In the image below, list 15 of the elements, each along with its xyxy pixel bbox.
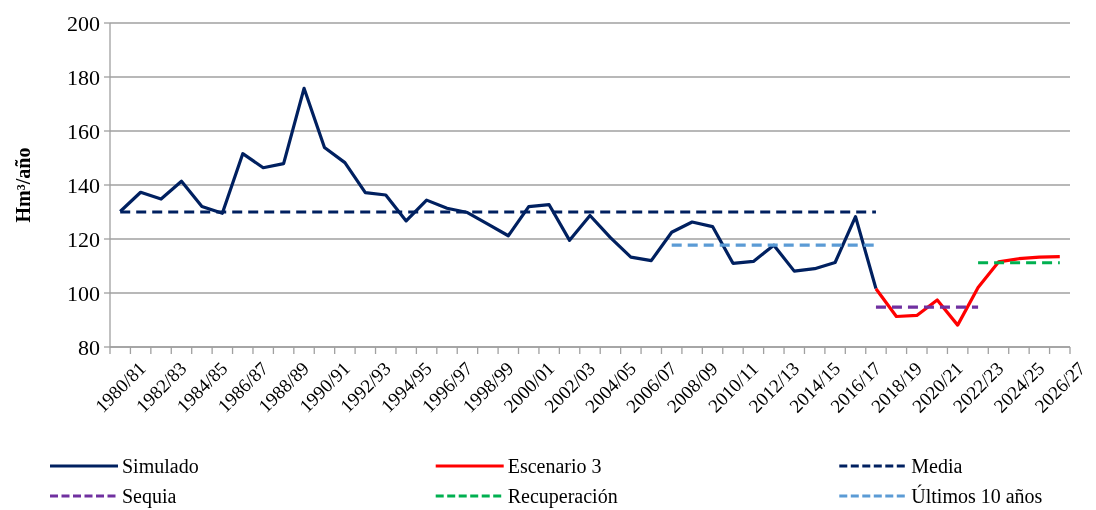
y-tick-label: 80 — [78, 334, 100, 360]
legend-label: Recuperación — [507, 485, 618, 508]
legend-label: Media — [911, 455, 963, 477]
y-axis-title: Hm³/año — [12, 147, 34, 223]
y-tick-label: 180 — [67, 64, 100, 90]
y-tick-label: 160 — [67, 118, 100, 144]
y-tick-label: 120 — [67, 226, 100, 252]
legend-label: Escenario 3 — [507, 455, 602, 477]
legend-label: Simulado — [122, 455, 199, 477]
line-series — [874, 254, 1062, 327]
y-tick-label: 140 — [67, 172, 100, 198]
legend-label: Sequia — [122, 485, 177, 508]
y-tick-label: 200 — [67, 10, 100, 36]
legend-label: Últimos 10 años — [911, 484, 1043, 507]
y-tick-label: 100 — [67, 280, 100, 306]
